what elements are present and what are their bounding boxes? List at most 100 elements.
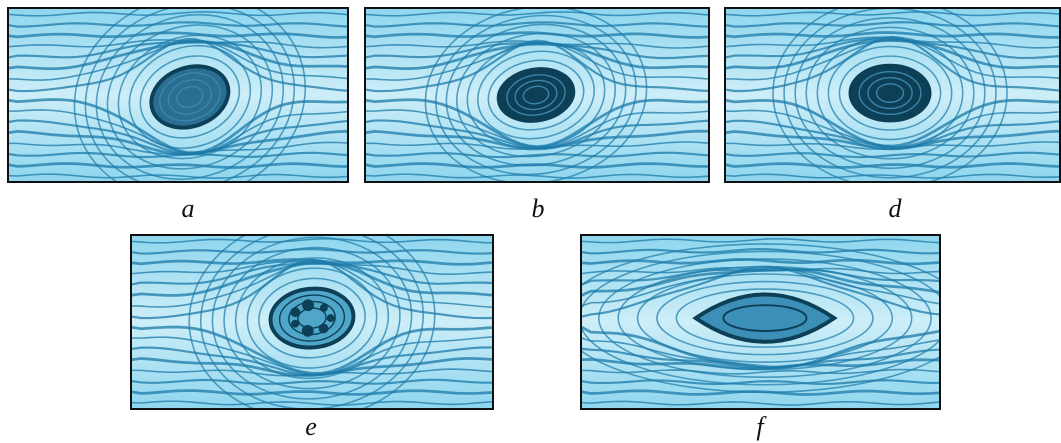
growth-ring <box>816 36 964 150</box>
growth-ring <box>84 9 296 181</box>
grain-line <box>9 21 347 28</box>
grain-line <box>132 378 492 385</box>
growth-ring <box>827 45 953 141</box>
caption-b: b <box>531 194 545 223</box>
grain-line <box>582 248 939 255</box>
panel-f-wood-knot <box>580 234 941 410</box>
grain-line <box>9 98 347 155</box>
grain-line <box>726 39 1059 70</box>
caption-a: a <box>181 194 195 223</box>
grain-line <box>582 357 939 370</box>
grain-line <box>366 141 708 150</box>
growth-ring <box>477 50 596 140</box>
rot-spot <box>301 325 314 337</box>
growth-ring <box>211 236 413 400</box>
grain-line <box>726 151 1059 159</box>
grain-line <box>582 267 939 307</box>
grain-line <box>582 258 939 266</box>
wood-grain-illustration-b <box>366 9 708 181</box>
growth-ring <box>772 9 1008 181</box>
growth-ring <box>582 243 939 394</box>
grain-line <box>366 21 708 28</box>
growth-ring <box>258 277 366 359</box>
growth-ring <box>128 44 252 150</box>
grain-line <box>726 11 1059 17</box>
panel-a-wood-knot <box>7 7 349 183</box>
knot-ring <box>159 72 221 122</box>
grain-line <box>366 173 708 179</box>
knot-ring <box>506 74 566 116</box>
grain-line <box>9 173 347 179</box>
growth-ring <box>445 23 627 167</box>
growth-ring <box>424 9 648 181</box>
rot-spot <box>326 314 335 322</box>
grain-line <box>366 151 708 159</box>
growth-ring <box>234 257 390 380</box>
grain-line <box>132 237 492 244</box>
grain-line <box>9 11 347 17</box>
grain-line <box>9 31 347 39</box>
growth-ring <box>223 246 401 390</box>
rot-spot <box>302 299 314 312</box>
grain-line <box>9 162 347 169</box>
grain-line <box>132 400 492 406</box>
knot-core <box>722 304 808 332</box>
growth-ring <box>188 236 436 408</box>
growth-ring <box>466 41 606 149</box>
growth-ring <box>617 265 913 371</box>
grain-line <box>132 248 492 255</box>
knot-ring <box>875 83 905 104</box>
knot-ring <box>522 85 550 105</box>
rot-spot <box>290 307 301 318</box>
growth-ring <box>435 14 637 176</box>
knot <box>268 286 356 350</box>
growth-ring <box>106 24 274 170</box>
growth-ring <box>582 250 939 386</box>
wood-grain-illustration-d <box>726 9 1059 181</box>
knot-ring <box>858 71 922 116</box>
caption-f: f <box>756 412 764 441</box>
grain-line <box>726 31 1059 39</box>
grain-line <box>132 325 492 375</box>
grain-line <box>366 11 708 17</box>
grain-line <box>9 39 347 81</box>
grain-line <box>9 141 347 155</box>
grain-line <box>582 326 939 369</box>
growth-ring <box>838 55 942 131</box>
grain-line <box>132 258 492 320</box>
wood-grain-illustration-e <box>132 236 492 408</box>
caption-d: d <box>888 194 902 223</box>
knot-ring <box>167 79 213 115</box>
growth-ring <box>783 9 997 179</box>
knot-ring <box>278 294 346 342</box>
grain-line <box>726 162 1059 169</box>
growth-ring <box>139 55 241 139</box>
growth-ring <box>656 280 874 356</box>
rot-spot <box>318 323 329 334</box>
growth-ring <box>117 34 263 160</box>
growth-ring <box>598 258 932 378</box>
growth-ring <box>456 32 616 158</box>
growth-ring <box>95 13 285 181</box>
grain-line <box>9 38 347 93</box>
growth-ring <box>487 59 585 131</box>
grain-line <box>582 400 939 406</box>
knot-ring <box>867 77 913 110</box>
growth-ring <box>794 17 986 170</box>
growth-ring <box>805 26 975 160</box>
grain-line <box>132 260 492 309</box>
grain-line <box>132 368 492 377</box>
rot-spot <box>319 304 328 312</box>
wood-grain-illustration-f <box>582 236 939 408</box>
knot <box>692 292 838 344</box>
grain-line <box>366 39 708 93</box>
knot-ring <box>514 79 558 111</box>
grain-line <box>366 42 708 70</box>
panel-b-wood-knot <box>364 7 710 183</box>
growth-ring <box>675 288 855 348</box>
panel-e-wood-knot <box>130 234 494 410</box>
panel-d-wood-knot <box>724 7 1061 183</box>
grain-line <box>726 173 1059 179</box>
grain-line <box>582 237 939 244</box>
grain-line <box>726 21 1059 28</box>
